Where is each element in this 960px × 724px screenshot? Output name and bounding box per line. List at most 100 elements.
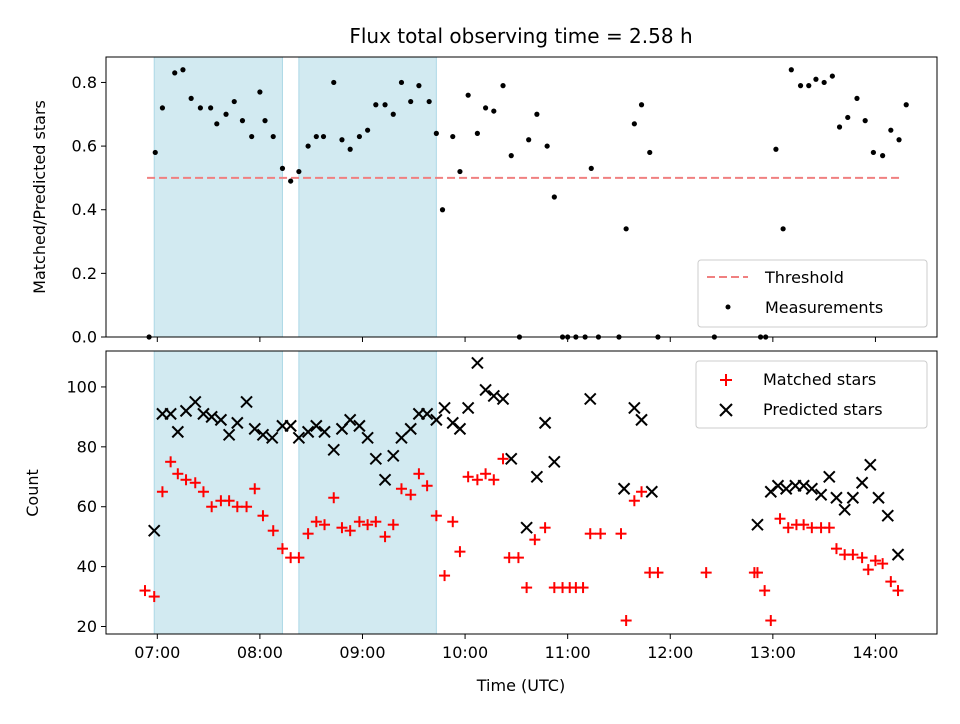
- x-tick-label: 07:00: [134, 643, 180, 662]
- predicted-star-point: [584, 392, 597, 406]
- measurement-point: [188, 95, 194, 101]
- y-tick-label: 0.8: [72, 73, 97, 92]
- predicted-star-point: [617, 482, 631, 495]
- predicted-star-point: [197, 407, 210, 421]
- measurement-point: [508, 153, 514, 159]
- x-tick-label: 09:00: [339, 643, 385, 662]
- measurement-point: [426, 98, 432, 105]
- measurement-point: [551, 194, 557, 200]
- predicted-star-point: [310, 419, 323, 433]
- bottom-axes-frame: [105, 350, 938, 635]
- measurement-point: [279, 165, 286, 171]
- predicted-star-point: [292, 431, 306, 445]
- measurement-point: [239, 118, 246, 124]
- matched-star-point: [172, 468, 184, 480]
- y-tick-label: 80: [77, 437, 97, 456]
- matched-star-point: [319, 519, 331, 531]
- predicted-star-point: [751, 518, 764, 531]
- predicted-star-point: [404, 422, 417, 436]
- matched-star-point: [620, 615, 632, 627]
- predicted-star-point: [327, 443, 340, 457]
- shaded-interval: [298, 350, 437, 635]
- predicted-star-point: [881, 509, 894, 522]
- measurement-point: [647, 149, 653, 156]
- matched-star-point: [405, 489, 417, 501]
- predicted-star-point: [805, 482, 819, 495]
- predicted-star-point: [256, 428, 270, 442]
- predicted-star-point: [797, 479, 810, 492]
- predicted-star-point: [487, 389, 501, 403]
- y-tick-label: 20: [77, 617, 97, 636]
- matched-star-point: [471, 474, 483, 486]
- top-legend-box: [697, 259, 928, 328]
- matched-star-point: [395, 483, 407, 495]
- matched-star-point: [293, 552, 305, 564]
- matched-star-point: [512, 552, 524, 564]
- matched-star-point: [892, 585, 904, 597]
- measurement-point: [231, 98, 237, 105]
- matched-star-point: [421, 480, 433, 492]
- bottom-y-axis-label: Count: [23, 469, 42, 517]
- measurement-point: [631, 121, 637, 127]
- predicted-star-point: [505, 452, 518, 466]
- x-tick-label: 11:00: [545, 643, 591, 662]
- matched-star-point: [847, 549, 859, 561]
- matched-star-point: [447, 516, 459, 528]
- measurement-point: [526, 137, 532, 143]
- measurement-point: [544, 143, 550, 149]
- matched-stars-points: [139, 453, 904, 627]
- chart-title: Flux total observing time = 2.58 h: [349, 24, 692, 48]
- measurement-point: [465, 92, 471, 98]
- measurement-point: [888, 127, 894, 133]
- predicted-star-point: [814, 488, 828, 501]
- matched-star-point: [362, 519, 374, 531]
- predicted-star-point: [214, 413, 228, 427]
- x-tick-label: 14:00: [852, 643, 898, 662]
- bottom-x-axis: 07:00 08:00 09:00 10:00 11:00 12:00 13:00 14:00: [134, 634, 898, 662]
- matched-star-point: [379, 531, 391, 543]
- measurement-point: [249, 133, 255, 140]
- measurement-point: [788, 67, 794, 73]
- matched-star-point: [387, 519, 399, 531]
- predicted-star-point: [538, 416, 552, 430]
- measurement-point: [854, 95, 860, 101]
- measurement-point: [347, 146, 353, 152]
- x-tick-label: 08:00: [237, 643, 283, 662]
- matched-star-point: [454, 546, 466, 558]
- top-y-axis-label: Matched/Predicted stars: [30, 100, 49, 294]
- predicted-star-point: [265, 431, 279, 445]
- bottom-y-axis: 20 40 60 80 100: [66, 377, 106, 636]
- predicted-star-point: [628, 401, 641, 415]
- measurement-point: [845, 114, 851, 121]
- matched-star-point: [413, 468, 425, 480]
- measurement-point: [223, 111, 229, 117]
- measurement-point: [270, 133, 276, 140]
- y-tick-label: 40: [77, 557, 97, 576]
- matched-star-point: [344, 525, 356, 537]
- matched-star-point: [628, 495, 640, 507]
- matched-star-point: [148, 591, 160, 603]
- predicted-star-point: [438, 401, 451, 415]
- measurement-point: [439, 207, 446, 213]
- matched-star-point: [830, 543, 842, 555]
- predicted-star-point: [453, 422, 467, 436]
- matched-star-point: [652, 567, 664, 579]
- predicted-star-point: [369, 452, 383, 466]
- predicted-star-point: [846, 491, 860, 504]
- predicted-star-point: [548, 455, 561, 469]
- predicted-star-point: [248, 422, 261, 436]
- matched-star-point: [806, 522, 818, 534]
- predicted-star-point: [378, 473, 392, 486]
- measurement-point: [836, 124, 843, 130]
- matched-star-point: [823, 522, 835, 534]
- matched-star-point: [862, 564, 874, 576]
- measurement-point: [623, 226, 629, 232]
- matched-star-point: [156, 486, 168, 498]
- predicted-star-point: [838, 503, 851, 516]
- y-tick-label: 0.4: [72, 200, 97, 219]
- predicted-star-point: [891, 548, 905, 561]
- predicted-star-point: [461, 401, 475, 415]
- matched-star-point: [206, 501, 218, 513]
- matched-star-point: [700, 567, 712, 579]
- matched-star-point: [503, 552, 515, 564]
